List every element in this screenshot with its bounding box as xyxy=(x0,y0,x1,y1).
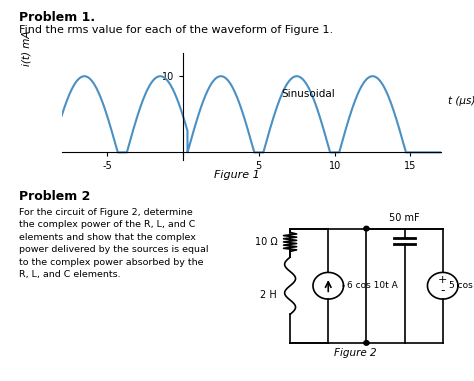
Text: -: - xyxy=(440,284,445,297)
Text: t (μs): t (μs) xyxy=(448,96,474,106)
Text: Problem 2: Problem 2 xyxy=(19,190,91,203)
Text: Problem 1.: Problem 1. xyxy=(19,11,95,24)
Text: 5 cos 10t V: 5 cos 10t V xyxy=(449,281,474,290)
Circle shape xyxy=(364,341,369,345)
Text: 50 mF: 50 mF xyxy=(389,213,420,223)
Text: Find the rms value for each of the waveform of Figure 1.: Find the rms value for each of the wavef… xyxy=(19,25,333,35)
Text: 2 H: 2 H xyxy=(260,290,277,300)
Text: 6 cos 10t A: 6 cos 10t A xyxy=(347,281,398,290)
Text: Figure 2: Figure 2 xyxy=(334,348,377,358)
Text: Sinusoidal: Sinusoidal xyxy=(282,89,335,99)
Text: +: + xyxy=(438,275,447,285)
Y-axis label: i(t) mA: i(t) mA xyxy=(21,30,31,66)
Text: For the circuit of Figure 2, determine
the complex power of the R, L, and C
elem: For the circuit of Figure 2, determine t… xyxy=(19,208,209,279)
Circle shape xyxy=(364,226,369,231)
Text: Figure 1: Figure 1 xyxy=(214,170,260,179)
Text: 10 Ω: 10 Ω xyxy=(255,237,277,247)
